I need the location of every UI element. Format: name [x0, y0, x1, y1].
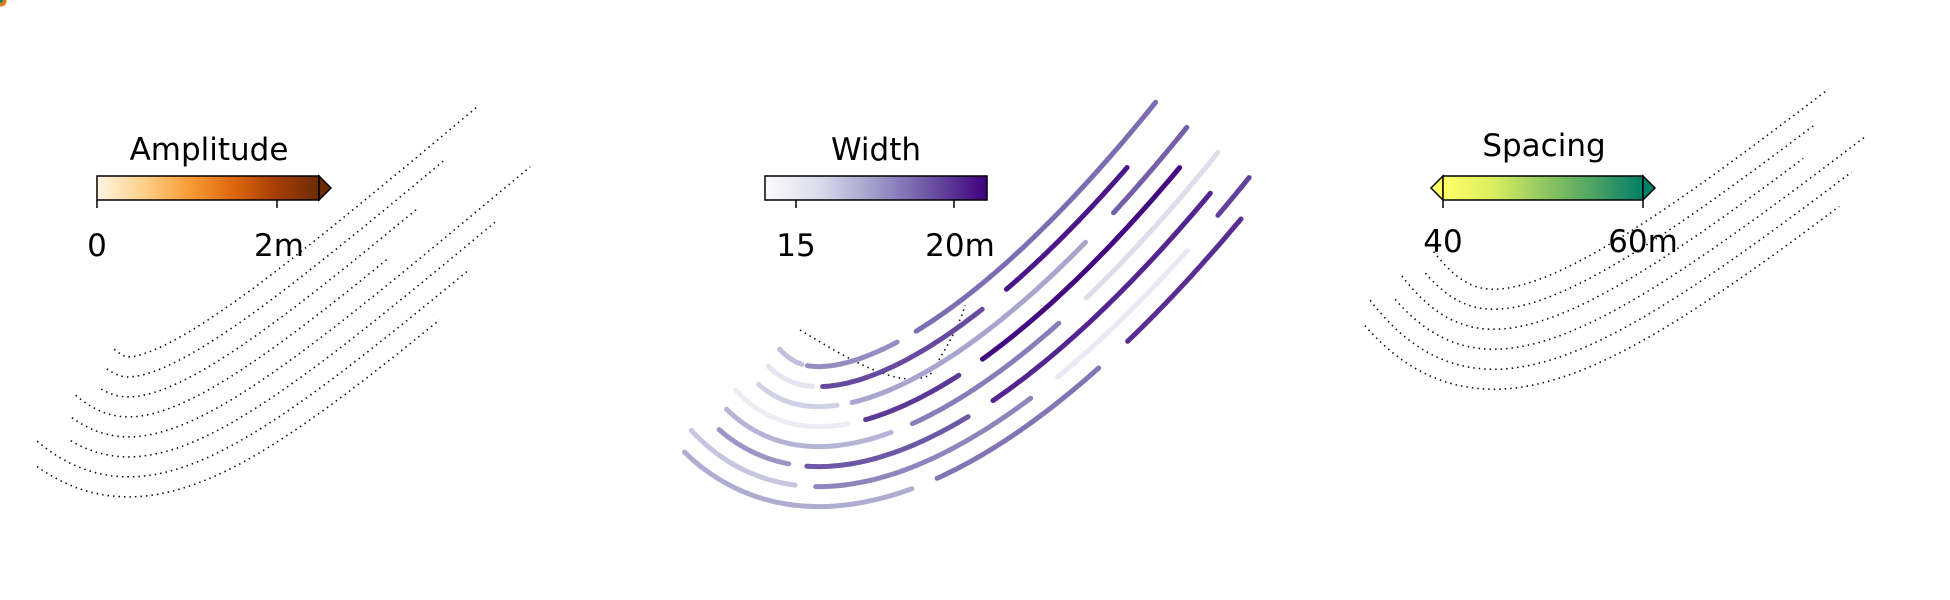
- width-segment: [688, 428, 798, 488]
- amplitude-centerline: [100, 209, 417, 398]
- width-segment: [979, 165, 1183, 362]
- amplitude-tick-label-1: 2m: [254, 228, 304, 264]
- spacing-tick-label-1: 60m: [1608, 224, 1678, 260]
- width-tick-label-0: 15: [776, 228, 815, 264]
- spacing-tick-label-0: 40: [1423, 224, 1462, 260]
- spacing-colorbar: Spacing 40 60m: [1423, 128, 1678, 260]
- width-segment: [804, 339, 900, 370]
- amplitude-centerline: [71, 166, 531, 438]
- width-segment: [777, 346, 805, 367]
- width-segment: [909, 320, 1062, 427]
- width-segment: [765, 363, 815, 389]
- spacing-centerline: [1432, 88, 1829, 291]
- spacing-centerlines: [1364, 88, 1866, 391]
- spacing-centerline: [1424, 123, 1816, 310]
- width-panel: Width 15 20m: [682, 99, 1252, 510]
- width-segment: [990, 190, 1213, 404]
- width-segment: [724, 406, 894, 450]
- amplitude-centerline: [75, 257, 390, 418]
- width-segment: [1083, 150, 1221, 301]
- width-segment: [1055, 247, 1190, 380]
- amplitude-centerline: [70, 219, 498, 458]
- width-segment: [1215, 175, 1252, 218]
- width-tick-label-1: 20m: [925, 228, 995, 264]
- width-segment: [1125, 216, 1244, 344]
- width-centerlines: [799, 304, 966, 380]
- amplitude-colorbar: Amplitude 0 2m: [87, 132, 333, 264]
- width-centerline: [799, 304, 966, 380]
- width-segment: [716, 427, 792, 467]
- amplitude-panel: Amplitude 0 2m: [0, 0, 531, 498]
- amplitude-colorbar-bar: [96, 175, 320, 201]
- width-segment: [863, 372, 962, 423]
- width-colorbar: Width 15 20m: [764, 132, 995, 264]
- spacing-centerline: [1369, 171, 1853, 371]
- amplitude-centerline: [36, 319, 441, 498]
- amplitude-colorbar-extend-max: [318, 174, 333, 202]
- amplitude-centerlines: [36, 104, 531, 498]
- spacing-panel: Spacing 40 60m: [0, 0, 1866, 391]
- width-segment: [913, 99, 1159, 334]
- amplitude-centerline: [113, 104, 480, 358]
- width-segment: [934, 365, 1102, 481]
- spacing-colorbar-bar: [1442, 175, 1644, 201]
- width-segment: [733, 387, 851, 430]
- spacing-colorbar-extend-min: [1429, 174, 1444, 202]
- width-colorbar-title: Width: [831, 132, 921, 168]
- width-segment: [756, 382, 840, 410]
- spacing-colorbar-extend-max: [1642, 174, 1657, 202]
- width-lines: [682, 99, 1252, 510]
- width-segment: [804, 414, 971, 470]
- amplitude-centerline: [106, 158, 447, 378]
- width-segment: [1111, 124, 1190, 216]
- width-segment: [682, 449, 915, 510]
- width-colorbar-bar: [764, 175, 988, 201]
- width-segment: [849, 239, 1088, 405]
- spacing-colorbar-title: Spacing: [1482, 128, 1605, 164]
- amplitude-colorbar-title: Amplitude: [130, 132, 289, 168]
- amplitude-tick-label-0: 0: [87, 228, 107, 264]
- width-segment: [813, 395, 1034, 490]
- width-segment: [820, 306, 985, 389]
- amplitude-centerline: [36, 270, 468, 478]
- width-segment: [1003, 165, 1130, 292]
